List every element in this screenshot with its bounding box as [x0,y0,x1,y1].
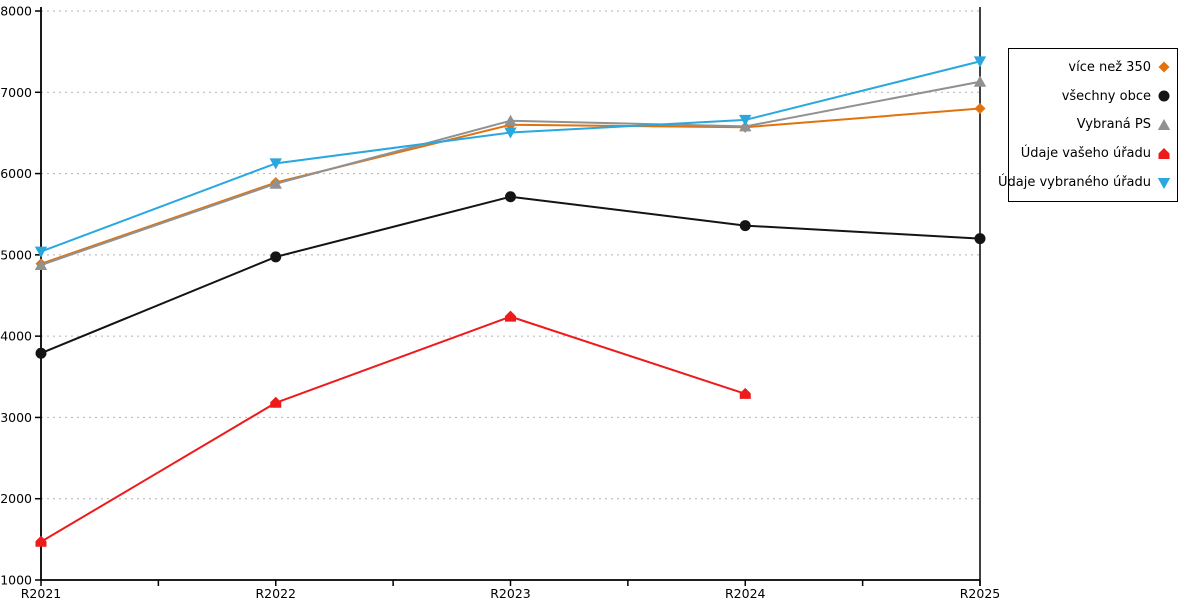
data-point-1-0 [35,347,47,359]
circle-icon [1158,90,1170,102]
data-point-4-0 [34,246,48,258]
y-tick-label: 8000 [0,4,32,19]
x-tick-label: R2021 [21,586,62,600]
legend-label: Údaje vybraného úřadu [997,175,1151,191]
y-tick-label: 4000 [0,329,32,344]
series-line-3 [40,315,746,543]
chart-legend: více než 350 všechny obce Vybraná PS Údaje … [998,48,1178,202]
legend-label: více než 350 [1068,59,1151,75]
legend-marker-shape [1158,147,1170,159]
x-tick-label: R2022 [256,586,297,600]
data-point-4-4 [973,56,987,68]
legend-item[interactable]: Údaje vybraného úřadu [998,168,1171,197]
data-point-4-3 [739,114,752,126]
legend-marker-shape [1158,90,1170,102]
data-point-3-1 [270,396,282,408]
legend-label: všechny obce [1061,88,1151,104]
y-tick-label: 3000 [0,410,32,425]
diamond-icon [1158,61,1170,73]
pentagon-icon [1158,147,1170,159]
data-point-2-0 [34,259,48,271]
data-point-4-1 [269,158,282,170]
series-line-1 [40,195,981,355]
legend-label: Údaje vašeho úřadu [1020,146,1151,162]
legend-item[interactable]: všechny obce [1013,82,1171,111]
legend-marker-shape [1158,61,1170,73]
triangle-down-icon [1157,177,1171,189]
legend-marker-shape [1157,118,1171,130]
data-point-2-1 [269,177,282,189]
y-tick-label: 2000 [0,491,32,506]
y-tick-label: 7000 [0,85,32,100]
triangle-up-icon [1157,118,1171,130]
legend-item[interactable]: Údaje vašeho úřadu [1013,139,1171,168]
y-tick-label: 6000 [0,166,32,181]
legend-item[interactable]: Vybraná PS [1013,111,1171,140]
data-point-1-2 [505,191,516,203]
x-tick-label: R2024 [725,586,766,600]
data-point-2-2 [504,114,517,126]
x-tick-label: R2025 [960,586,1001,600]
legend-label: Vybraná PS [1076,117,1151,133]
data-point-2-3 [739,120,752,132]
y-tick-label: 1000 [0,573,32,588]
data-point-1-3 [739,220,751,232]
data-point-1-1 [270,251,282,263]
data-point-0-4 [974,103,986,115]
data-point-1-4 [974,233,986,245]
series-line-4 [40,60,981,253]
data-point-2-4 [973,75,987,87]
legend-marker-shape [1157,177,1171,189]
x-tick-label: R2023 [490,586,531,600]
data-point-4-2 [504,127,517,139]
y-tick-label: 5000 [0,247,32,262]
legend-item[interactable]: více než 350 [1013,53,1171,82]
data-point-3-0 [35,535,47,547]
data-point-3-3 [739,387,751,399]
data-point-3-2 [505,310,516,322]
